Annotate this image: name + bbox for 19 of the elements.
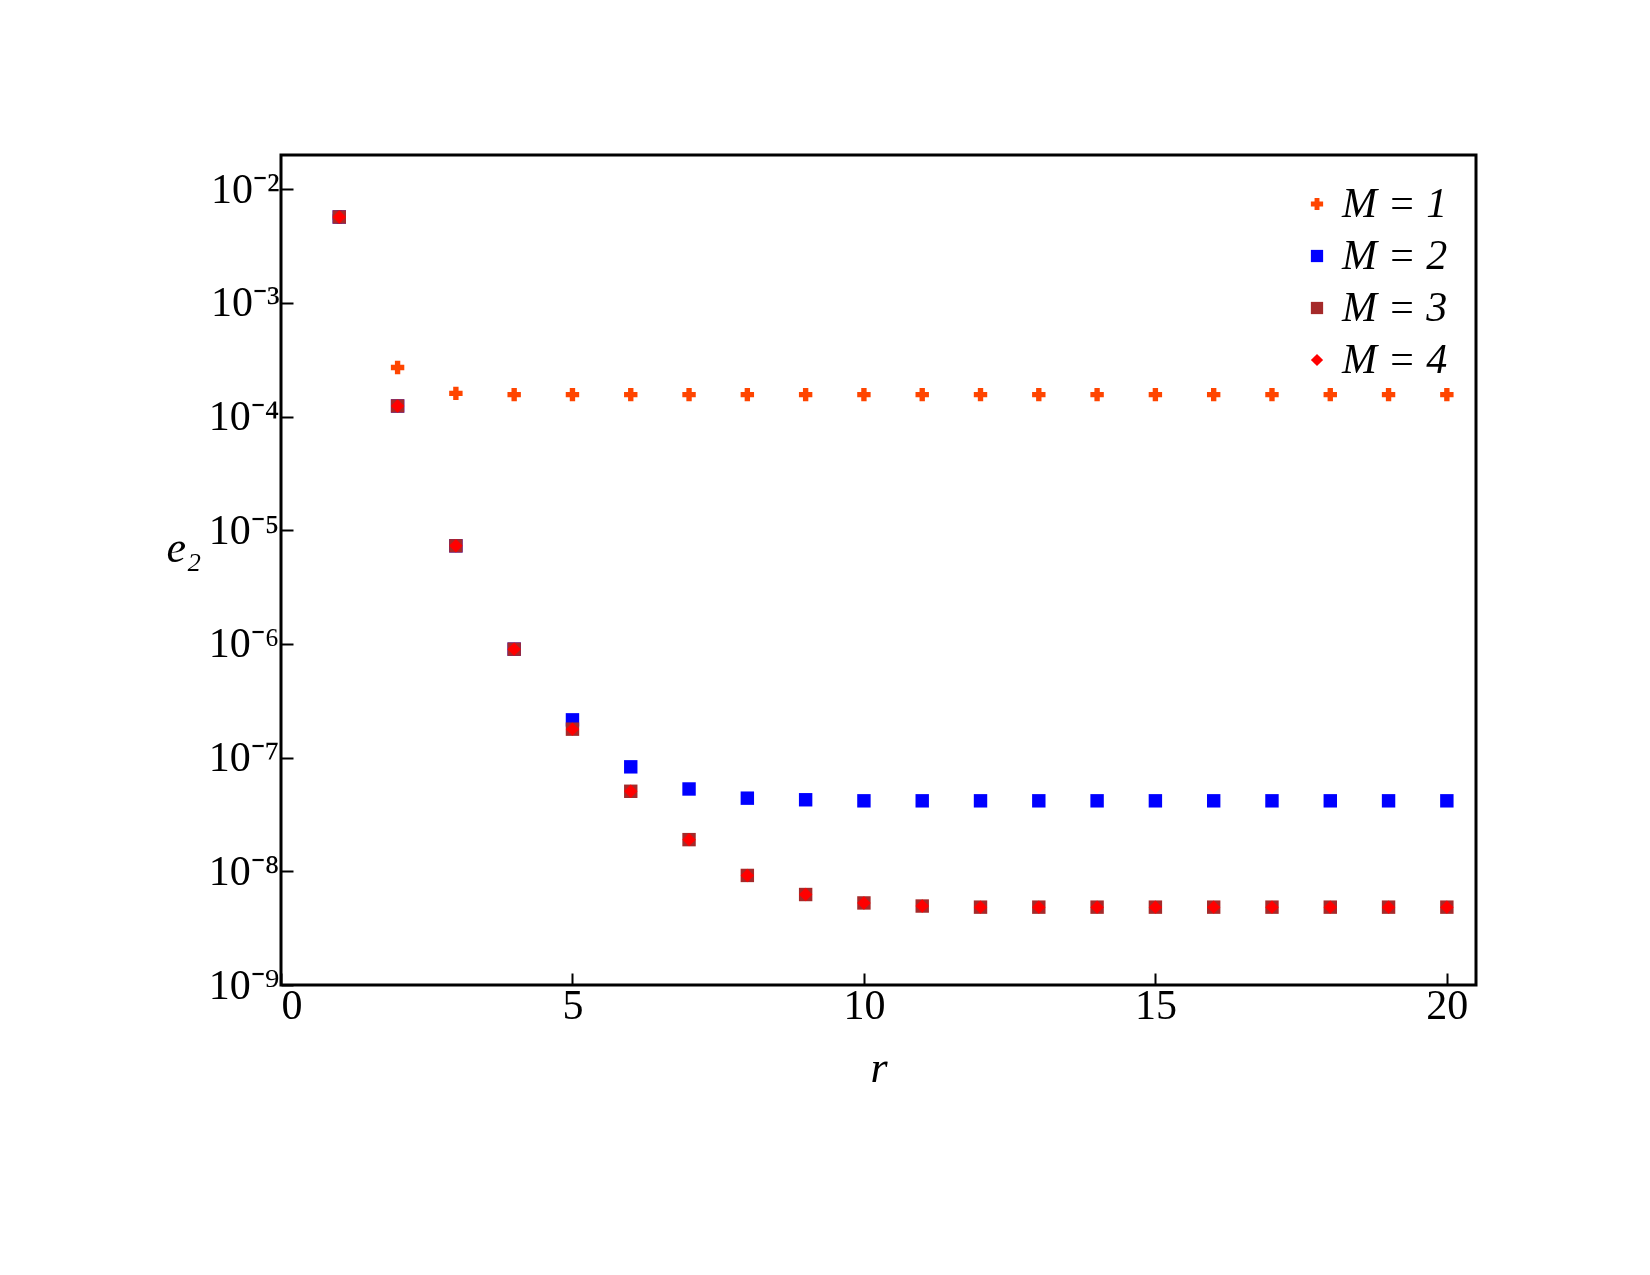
x-tick-label: 20: [1426, 981, 1469, 1028]
y-tick-label: 10⁻⁸: [208, 847, 280, 894]
legend-label: M = 3: [1341, 284, 1448, 330]
x-tick-label: 5: [562, 981, 584, 1028]
y-tick-label: 10⁻²: [210, 165, 280, 212]
y-tick-label: 10⁻⁵: [208, 506, 280, 553]
y-axis-title: e₂: [166, 522, 202, 572]
x-tick-label: 0: [281, 981, 303, 1028]
legend-label: M = 2: [1341, 232, 1448, 278]
x-tick-label: 15: [1134, 981, 1177, 1028]
y-tick-label: 10⁻⁴: [208, 393, 280, 440]
legend-label: M = 1: [1341, 180, 1448, 226]
y-tick-label: 10⁻³: [210, 279, 280, 326]
x-axis-title: r: [870, 1042, 889, 1092]
y-tick-label: 10⁻⁷: [208, 734, 280, 781]
x-tick-label: 10: [843, 981, 886, 1028]
y-tick-label: 10⁻⁹: [208, 961, 280, 1008]
y-tick-label: 10⁻⁶: [208, 620, 280, 667]
legend-label: M = 4: [1341, 336, 1448, 382]
